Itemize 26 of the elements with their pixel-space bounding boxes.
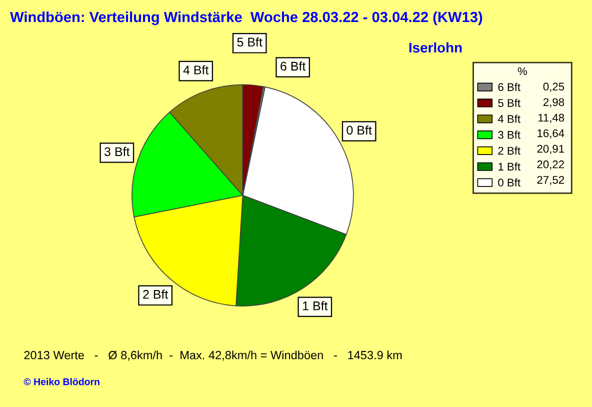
slice-label: 3 Bft (104, 146, 130, 156)
chart-subtitle: Iserlohn (409, 42, 462, 53)
legend-label: 0 Bft (498, 178, 520, 187)
legend-label: 2 Bft (498, 146, 520, 155)
legend-title: % (518, 67, 527, 76)
data-label: 11,48 (538, 114, 564, 123)
text: 2013 Werte - Ø 8,6km/h - Max. 42,8km/h = Windböen - 1453.9 km (24, 350, 402, 361)
data-label: 0,25 (543, 82, 564, 92)
legend-label: 5 Bft (498, 98, 520, 107)
slice-label: 4 Bft (183, 65, 209, 74)
text: © Heiko Blödorn (24, 378, 100, 386)
data-label: 16,64 (538, 129, 564, 138)
legend-label: 4 Bft (498, 114, 520, 123)
data-label: 27,52 (537, 176, 564, 186)
data-label: 20,22 (537, 160, 564, 170)
category-label: 6 Bft (280, 61, 306, 71)
legend-label: 3 Bft (498, 130, 520, 139)
slice-label: 1 Bft (302, 301, 328, 310)
legend-label: 1 Bft (498, 162, 520, 171)
data-label: 2,98 (543, 98, 564, 108)
slice-label: 0 Bft (346, 125, 372, 135)
data-label: 20,91 (537, 144, 564, 154)
slice-label: 5 Bft (237, 37, 262, 47)
chart-title: Windböen: Verteilung Windstärke Woche 28.03.22 - 03.04.22 (KW13) (10, 11, 482, 26)
slice-label: 2 Bft (143, 290, 168, 299)
legend-label: 6 Bft (498, 82, 520, 92)
